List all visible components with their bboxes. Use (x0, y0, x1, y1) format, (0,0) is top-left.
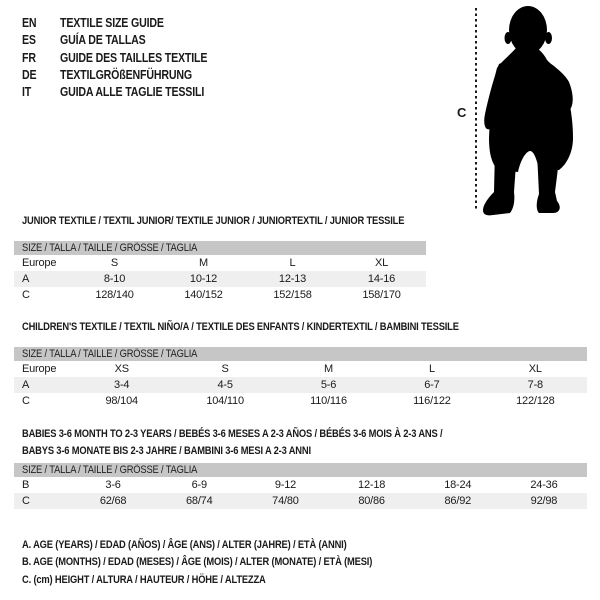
row-label: Europe (22, 257, 57, 269)
height-cell: 110/116 (310, 395, 347, 407)
age-cell: 10-12 (189, 273, 218, 285)
row-label: C (22, 289, 30, 301)
figure-panel: C (450, 0, 600, 222)
children-table-title: CHILDREN'S TEXTILE / TEXTIL NIÑO/A / TEX… (22, 319, 536, 336)
height-cell: 80/86 (358, 495, 385, 507)
lang-label: GUIDA ALLE TAGLIE TESSILI (60, 85, 205, 100)
lang-label: TEXTILGRÖßENFÜHRUNG (60, 67, 192, 82)
size-cell: XL (528, 363, 542, 375)
lang-row-es: ES GUÍA DE TALLAS (22, 32, 233, 49)
babies-table-title-line1: BABIES 3-6 MONTH TO 2-3 YEARS / BEBÉS 3-… (22, 428, 443, 440)
age-cell: 3-6 (105, 479, 121, 491)
size-header-bar: SIZE / TALLA / TAILLE / GRÖSSE / TAGLIA (14, 347, 587, 361)
size-header-bar: SIZE / TALLA / TAILLE / GRÖSSE / TAGLIA (14, 241, 426, 255)
height-measure-dotted-line (475, 8, 477, 210)
lang-row-it: IT GUIDA ALLE TAGLIE TESSILI (22, 84, 233, 101)
row-label: A (22, 273, 30, 285)
age-cell: 24-36 (530, 479, 558, 491)
height-cell: 104/110 (206, 395, 244, 407)
row-label: B (22, 479, 30, 491)
size-cell: L (289, 257, 296, 269)
age-cell: 18-24 (444, 479, 472, 491)
table-row: Europe S M L XL (14, 255, 426, 271)
table-row: C 98/104 104/110 110/116 116/122 122/128 (14, 393, 587, 409)
babies-table-title: BABIES 3-6 MONTH TO 2-3 YEARS / BEBÉS 3-… (22, 426, 517, 460)
footnotes: A. AGE (YEARS) / EDAD (AÑOS) / ÂGE (ANS)… (22, 537, 434, 589)
lang-label: TEXTILE SIZE GUIDE (60, 16, 164, 30)
babies-table-title-line2: BABYS 3-6 MONATE BIS 2-3 JAHRE / BAMBINI… (22, 445, 311, 457)
age-cell: 4-5 (217, 379, 233, 391)
size-cell: M (199, 257, 208, 269)
size-cell: S (110, 257, 119, 269)
age-cell: 6-9 (191, 479, 208, 491)
lang-label: GUIDE DES TAILLES TEXTILE (60, 50, 208, 65)
age-cell: 14-16 (367, 273, 396, 285)
junior-size-table: SIZE / TALLA / TAILLE / GRÖSSE / TAGLIA … (14, 241, 426, 303)
height-cell: 158/170 (362, 289, 401, 301)
row-label: C (22, 395, 30, 407)
age-cell: 12-18 (358, 479, 386, 491)
lang-code: ES (22, 33, 36, 48)
footnote-a: A. AGE (YEARS) / EDAD (AÑOS) / ÂGE (ANS)… (22, 539, 347, 551)
lang-code: DE (22, 67, 37, 82)
age-cell: 7-8 (527, 379, 544, 391)
table-row: A 8-10 10-12 12-13 14-16 (14, 271, 426, 287)
height-cell: 86/92 (444, 495, 472, 507)
height-cell: 140/152 (184, 289, 223, 301)
junior-table-title: JUNIOR TEXTILE / TEXTIL JUNIOR/ TEXTILE … (22, 213, 472, 230)
table-row: Europe XS S M L XL (14, 361, 587, 377)
row-label: Europe (22, 363, 57, 375)
size-header-text: SIZE / TALLA / TAILLE / GRÖSSE / TAGLIA (22, 464, 198, 476)
height-cell: 116/122 (413, 395, 451, 407)
table-row: A 3-4 4-5 5-6 6-7 7-8 (14, 377, 587, 393)
table-row: B 3-6 6-9 9-12 12-18 18-24 24-36 (14, 477, 587, 493)
age-cell: 9-12 (274, 479, 297, 491)
babies-size-table: SIZE / TALLA / TAILLE / GRÖSSE / TAGLIA … (14, 463, 587, 509)
size-cell: XL (374, 257, 389, 269)
table-row: C 128/140 140/152 152/158 158/170 (14, 287, 426, 303)
age-cell: 8-10 (103, 273, 126, 285)
size-header-bar: SIZE / TALLA / TAILLE / GRÖSSE / TAGLIA (14, 463, 587, 477)
language-list: EN TEXTILE SIZE GUIDE ES GUÍA DE TALLAS … (22, 15, 233, 101)
junior-table-title-text: JUNIOR TEXTILE / TEXTIL JUNIOR/ TEXTILE … (22, 215, 405, 227)
row-label: A (22, 379, 30, 391)
height-cell: 128/140 (95, 289, 134, 301)
lang-row-fr: FR GUIDE DES TAILLES TEXTILE (22, 50, 233, 67)
children-size-table: SIZE / TALLA / TAILLE / GRÖSSE / TAGLIA … (14, 347, 587, 409)
lang-code: FR (22, 50, 36, 65)
height-cell: 92/98 (530, 495, 558, 507)
age-cell: 12-13 (278, 273, 307, 285)
baby-silhouette-icon (483, 6, 573, 216)
footnote-c: C. (cm) HEIGHT / ALTURA / HAUTEUR / HÖHE… (22, 573, 266, 586)
age-cell: 5-6 (320, 379, 337, 391)
lang-row-en: EN TEXTILE SIZE GUIDE (22, 15, 233, 32)
height-cell: 122/128 (516, 395, 555, 407)
row-label: C (22, 495, 30, 507)
lang-code: EN (22, 16, 37, 30)
table-row: C 62/68 68/74 74/80 80/86 86/92 92/98 (14, 493, 587, 509)
age-cell: 3-4 (114, 379, 130, 391)
size-cell: S (221, 363, 229, 375)
size-cell: M (324, 363, 333, 375)
size-cell: L (428, 363, 435, 375)
height-cell: 74/80 (272, 495, 299, 507)
size-cell: XS (114, 363, 129, 375)
size-header-text: SIZE / TALLA / TAILLE / GRÖSSE / TAGLIA (22, 242, 198, 254)
size-header-text: SIZE / TALLA / TAILLE / GRÖSSE / TAGLIA (22, 348, 198, 360)
children-table-title-text: CHILDREN'S TEXTILE / TEXTIL NIÑO/A / TEX… (22, 321, 459, 333)
height-measure-label: C (457, 105, 467, 120)
lang-code: IT (22, 85, 32, 100)
lang-label: GUÍA DE TALLAS (60, 33, 146, 48)
footnote-b: B. AGE (MONTHS) / EDAD (MESES) / ÂGE (MO… (22, 556, 373, 569)
height-cell: 98/104 (105, 395, 138, 407)
lang-row-de: DE TEXTILGRÖßENFÜHRUNG (22, 67, 233, 84)
age-cell: 6-7 (424, 379, 440, 391)
height-cell: 62/68 (99, 495, 127, 507)
height-cell: 68/74 (185, 495, 213, 507)
height-cell: 152/158 (273, 289, 312, 301)
